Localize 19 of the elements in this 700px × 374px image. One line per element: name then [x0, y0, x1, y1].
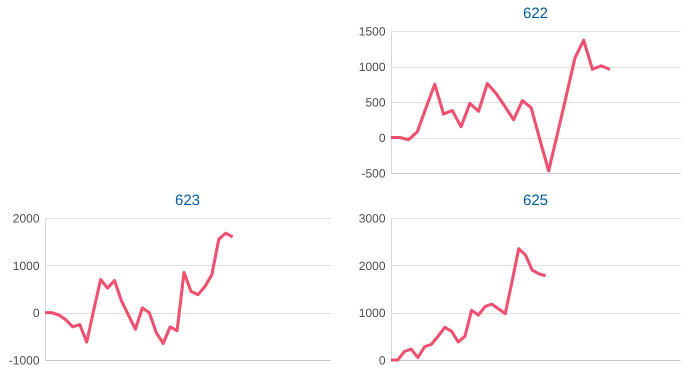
y-tick-label: 1500 — [358, 24, 386, 38]
y-tick-label: -500 — [361, 166, 386, 180]
y-tick-label: 2000 — [358, 258, 386, 273]
y-tick-label: 0 — [378, 354, 386, 368]
y-tick-label: 1000 — [12, 258, 40, 273]
line-series — [390, 247, 548, 362]
chart-title: 622 — [522, 5, 548, 22]
line-series — [44, 232, 234, 345]
line-series — [390, 38, 612, 172]
chart-title: 625 — [522, 192, 548, 209]
y-tick-label: 0 — [32, 306, 40, 320]
y-tick-label: 3000 — [358, 212, 386, 226]
chart-title: 623 — [174, 192, 200, 209]
y-tick-label: 500 — [365, 96, 386, 110]
y-tick-label: 2000 — [12, 212, 40, 226]
y-tick-label: 0 — [378, 131, 386, 145]
y-tick-label: 1000 — [358, 60, 386, 74]
y-tick-label: 1000 — [358, 306, 386, 320]
y-tick-label: -1000 — [8, 354, 40, 368]
